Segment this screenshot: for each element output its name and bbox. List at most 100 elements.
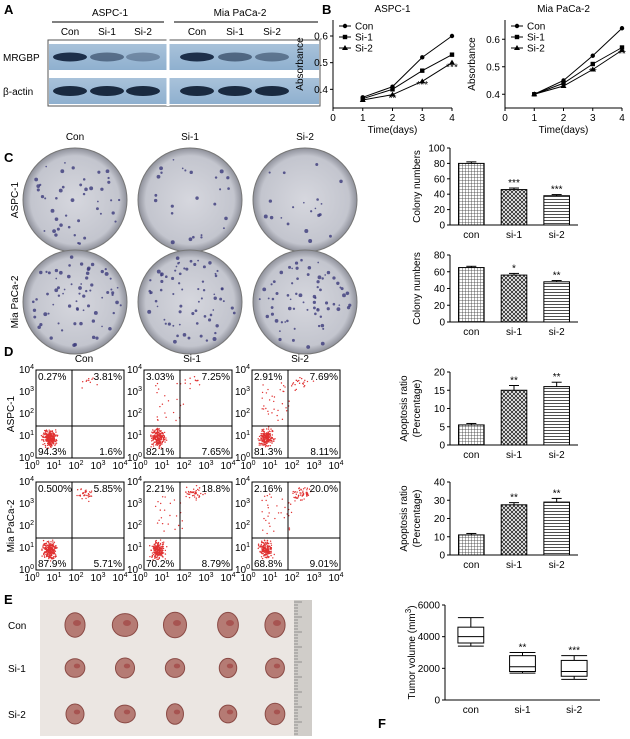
colony [163,318,166,321]
colony [67,225,71,229]
tick-exp: 0 [36,572,40,579]
event-dot [156,433,159,435]
event-dot [296,380,299,383]
colony [91,319,96,323]
legend-label: Si-1 [527,33,545,44]
event-dot [270,544,273,546]
event-dot [48,548,50,550]
event-dot [261,439,264,442]
event-dot [44,446,47,448]
tick-exp: 1 [138,430,142,437]
event-dot [198,495,200,497]
event-dot [153,437,156,440]
event-dot [49,442,51,445]
event-dot [264,436,267,438]
event-dot [158,447,160,450]
colony [64,162,66,164]
tick-exp: 1 [58,460,62,467]
tumor-spot [173,620,181,626]
event-dot [165,416,167,419]
event-dot [288,529,291,531]
event-dot [306,491,308,494]
column-label: Si-2 [296,132,314,143]
event-dot [294,490,296,493]
event-dot [163,436,166,438]
colony [338,304,341,306]
event-dot [267,428,270,430]
colony [199,334,203,338]
colony [222,227,225,230]
band [53,86,87,96]
tick-base: 10 [154,573,166,584]
event-dot [152,436,154,438]
event-dot [262,430,265,432]
event-dot [274,438,276,440]
colony [268,171,271,174]
tick-exp: 3 [30,498,34,505]
event-dot [156,391,158,394]
event-dot [50,437,52,440]
event-dot [45,553,47,555]
event-dot [159,539,162,541]
event-dot [268,551,270,553]
lane-label: Si-1 [98,27,116,38]
event-dot [158,556,160,559]
colony [96,200,99,203]
y-tick-label: 6000 [418,601,441,612]
colony [172,158,175,161]
event-dot [85,494,87,497]
colony [95,336,99,340]
tick-exp: 2 [138,408,142,415]
colony [112,311,115,315]
quadrant-pct: 2.91% [254,372,282,383]
event-dot [157,541,160,544]
lane-label: Con [61,27,79,38]
event-dot [79,495,82,497]
colony [214,274,218,278]
colony [167,322,171,326]
event-dot [156,522,159,524]
event-dot [265,428,268,430]
y-axis-label: (Percentage) [412,490,423,548]
event-dot [164,496,166,498]
colony [339,179,343,184]
event-dot [49,560,52,562]
event-dot [302,491,304,494]
event-dot [55,442,58,444]
tick-base: 10 [176,461,188,472]
event-dot [52,432,54,434]
x-tick-label: si-1 [506,560,523,571]
colony [326,270,331,275]
event-dot [261,548,263,551]
tick-base: 10 [198,461,210,472]
y-tick-label: 104 [127,364,142,376]
event-dot [51,539,54,541]
colony [346,305,351,310]
event-dot [279,389,281,391]
tick-exp: 0 [36,460,40,467]
colony [149,292,152,295]
event-dot [195,484,198,487]
colony [315,162,319,166]
event-dot [184,379,186,381]
event-dot [151,555,153,558]
label-part: ) [407,605,418,608]
event-dot [189,377,191,379]
quadrant-pct: 68.8% [254,559,282,570]
colony [99,212,102,215]
band [218,52,252,62]
x-tick-label: 101 [154,572,169,584]
colony [160,272,163,275]
colony [84,187,88,192]
tick-exp: 3 [318,460,322,467]
tick-exp: 0 [252,460,256,467]
colony [47,271,51,275]
event-dot [42,546,44,549]
bar [500,389,528,446]
y-tick-label: 40 [434,284,446,295]
tick-base: 10 [127,543,139,554]
y-tick-label: 10 [434,404,446,415]
point [390,87,395,92]
event-dot [295,379,297,381]
event-dot [154,435,156,438]
